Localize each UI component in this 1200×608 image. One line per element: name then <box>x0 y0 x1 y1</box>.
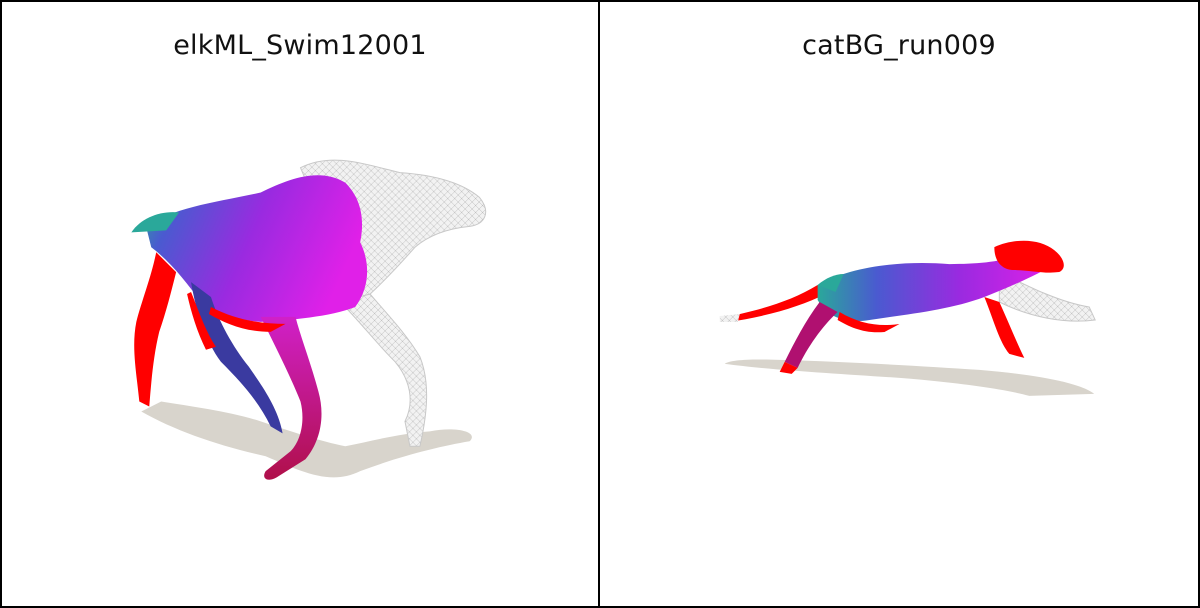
cat-shadow <box>724 359 1095 396</box>
elk-leg-back-red <box>134 252 177 407</box>
cat-head <box>994 240 1064 273</box>
elk-tail <box>131 212 180 233</box>
panel-title-cat: catBG_run009 <box>802 30 996 61</box>
cat-body <box>817 250 1055 322</box>
elk-render <box>131 159 487 480</box>
cat-front-leg <box>984 297 1025 358</box>
elk-body <box>146 175 368 322</box>
elk-leg-back-2 <box>191 282 283 434</box>
panel-title-elk: elkML_Swim12001 <box>173 30 427 61</box>
cat-mesh-front-leg <box>998 271 1096 322</box>
elk-leg-front <box>260 316 322 480</box>
panel-elk: elkML_Swim12001 <box>2 2 600 606</box>
cat-tail <box>721 285 826 322</box>
cat-render <box>719 240 1096 396</box>
panel-cat: catBG_run009 <box>600 2 1198 606</box>
elk-mesh-leg-front <box>339 293 428 447</box>
cat-hind-leg <box>784 302 838 368</box>
